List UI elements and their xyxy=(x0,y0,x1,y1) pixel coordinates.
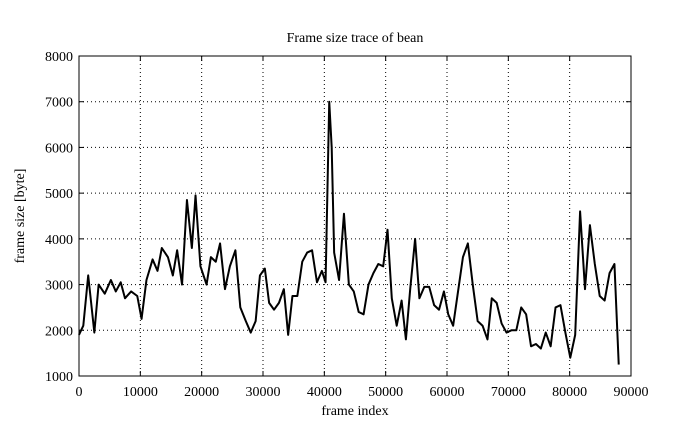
trace-line xyxy=(78,100,620,365)
plot-frame xyxy=(78,55,632,377)
y-axis-label: frame size [byte] xyxy=(13,169,28,264)
x-tick-label: 40000 xyxy=(307,385,342,400)
x-tick-label: 30000 xyxy=(246,385,281,400)
x-tick-label: 70000 xyxy=(491,385,526,400)
x-tick-label: 80000 xyxy=(552,385,587,400)
y-tick-label: 6000 xyxy=(45,141,73,156)
x-axis-label: frame index xyxy=(321,404,388,419)
y-tick-label: 8000 xyxy=(45,50,73,65)
x-tick-label: 60000 xyxy=(430,385,465,400)
y-tick-label: 7000 xyxy=(45,96,73,111)
y-tick-label: 1000 xyxy=(45,370,73,385)
x-tick-label: 90000 xyxy=(614,385,649,400)
x-tick-label: 20000 xyxy=(184,385,219,400)
x-tick-label: 10000 xyxy=(123,385,158,400)
y-tick-label: 3000 xyxy=(45,279,73,294)
x-tick-label: 50000 xyxy=(368,385,403,400)
chart-title: Frame size trace of bean xyxy=(287,31,424,46)
y-tick-label: 4000 xyxy=(45,233,73,248)
x-tick-label: 0 xyxy=(76,385,83,400)
y-tick-label: 5000 xyxy=(45,187,73,202)
y-tick-label: 2000 xyxy=(45,324,73,339)
